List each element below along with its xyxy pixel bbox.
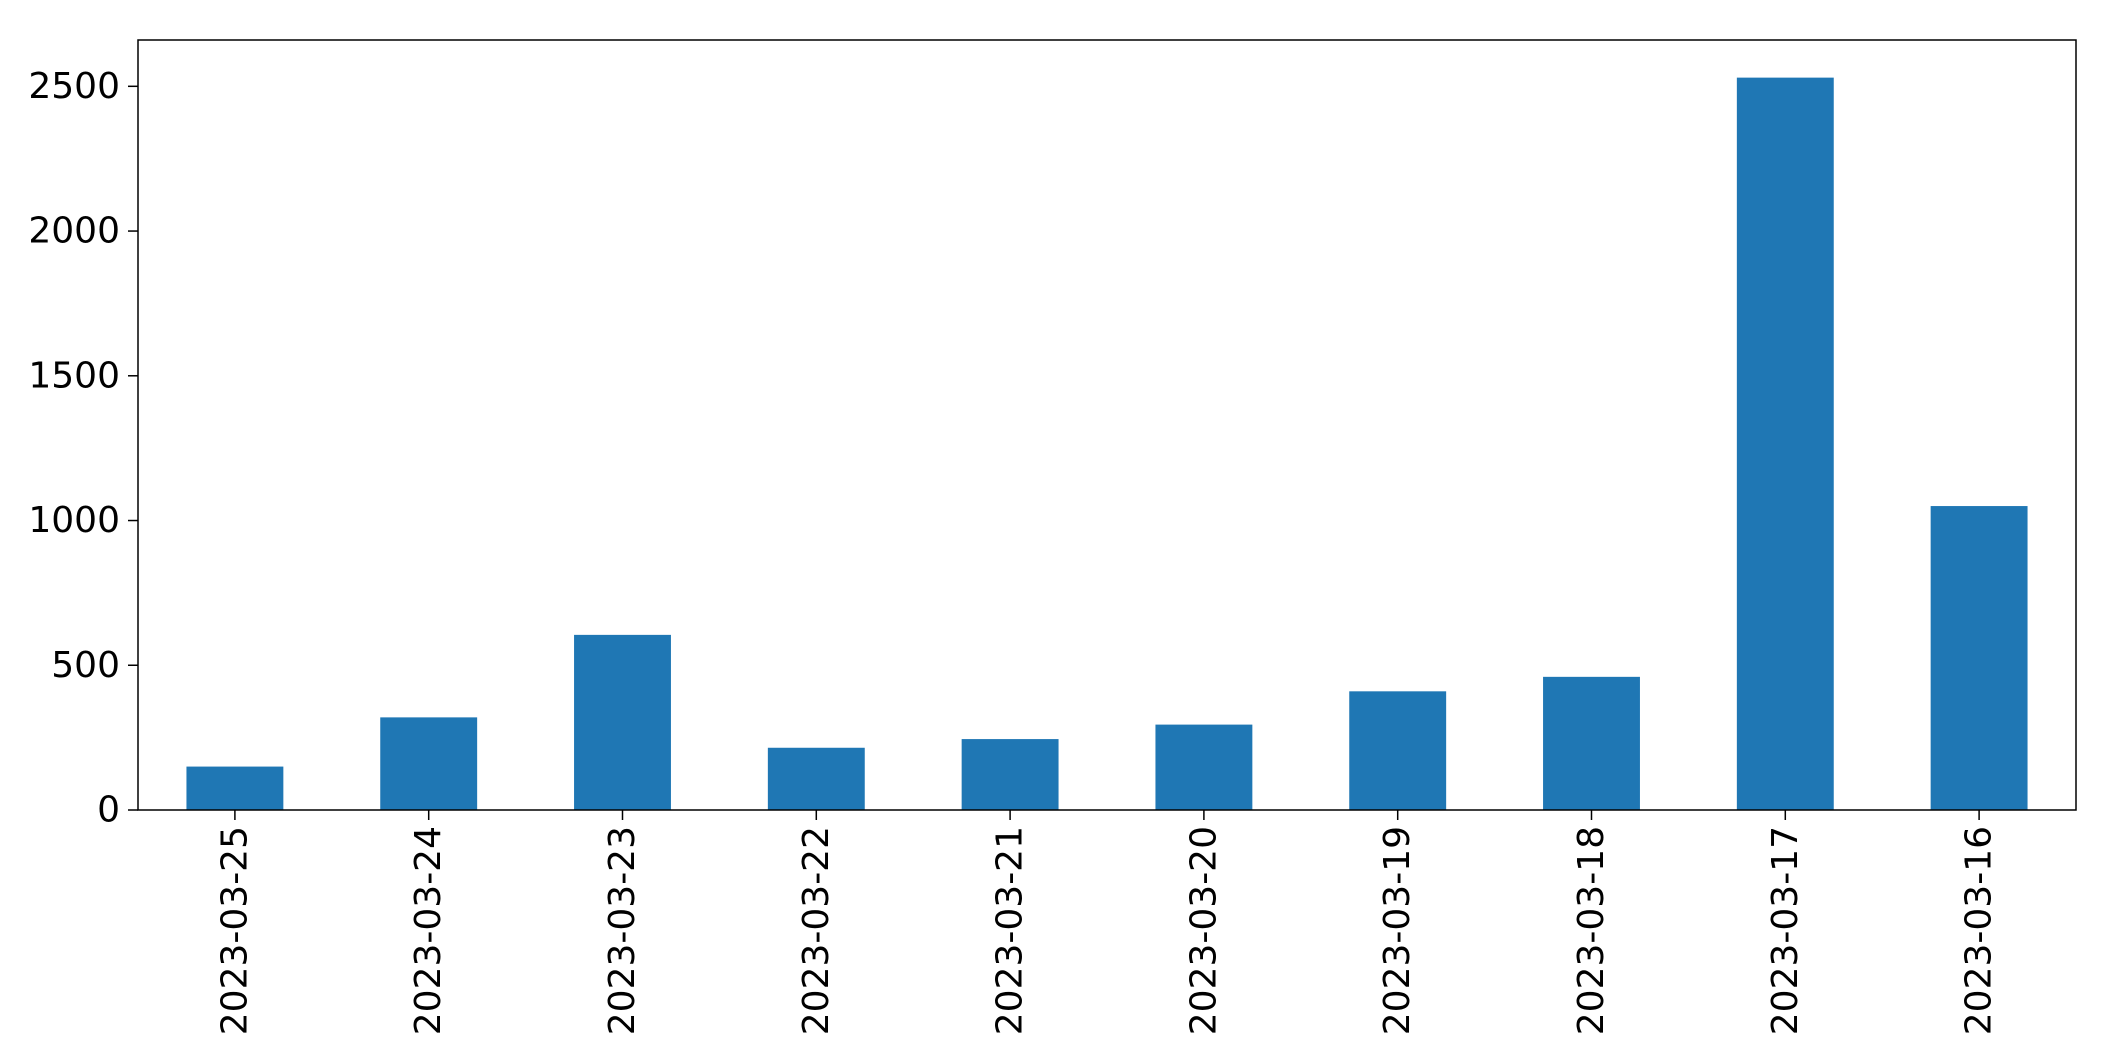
x-tick-label: 2023-03-25 (214, 826, 255, 1035)
bar-2023-03-24 (380, 717, 478, 810)
bars-group (186, 77, 2028, 810)
bar-2023-03-21 (961, 739, 1059, 810)
bar-2023-03-17 (1736, 77, 1834, 810)
x-tick-label: 2023-03-18 (1571, 826, 1612, 1035)
y-tick-label: 1000 (28, 500, 120, 541)
y-tick-label: 500 (51, 645, 120, 686)
bar-2023-03-16 (1930, 506, 2028, 810)
y-tick-label: 2500 (28, 66, 120, 107)
bar-2023-03-20 (1155, 724, 1253, 810)
x-tick-label: 2023-03-21 (990, 826, 1031, 1035)
x-tick-label: 2023-03-23 (602, 826, 643, 1035)
bar-2023-03-19 (1349, 691, 1447, 810)
x-tick-label: 2023-03-16 (1959, 826, 2000, 1035)
bar-2023-03-18 (1543, 676, 1640, 810)
x-tick-label: 2023-03-17 (1765, 826, 1806, 1035)
y-tick-label: 0 (97, 790, 120, 831)
bar-2023-03-22 (767, 747, 865, 810)
y-axis: 0 500 1000 1500 2000 2500 (28, 66, 138, 831)
bar-2023-03-23 (574, 634, 671, 810)
x-tick-label: 2023-03-22 (796, 826, 837, 1035)
x-tick-label: 2023-03-19 (1377, 826, 1418, 1035)
x-tick-label: 2023-03-24 (408, 826, 449, 1035)
y-tick-label: 2000 (28, 211, 120, 252)
x-tick-label: 2023-03-20 (1183, 826, 1224, 1035)
bar-2023-03-25 (186, 766, 284, 810)
x-axis: 2023-03-25 2023-03-24 2023-03-23 2023-03-22… (214, 810, 2000, 1035)
plot-area-frame (137, 39, 2077, 811)
y-tick-label: 1500 (28, 355, 120, 396)
